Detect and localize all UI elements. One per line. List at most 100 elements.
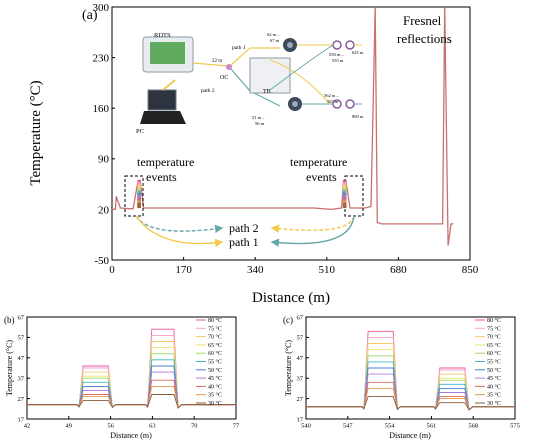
panel-c-xtick-label: 575: [510, 423, 520, 430]
dist-22: 22 m: [212, 59, 222, 64]
panel-c-ytick-label: 27: [297, 396, 304, 403]
panel-c-legend-label: 30 °C: [487, 400, 501, 407]
panel-a-xtick-label: 340: [247, 264, 264, 276]
pc-cable: [162, 79, 176, 91]
panel-b-ytick-label: 17: [18, 416, 25, 423]
panel-b-frame: [26, 316, 237, 420]
path1-inset-label: path 1: [232, 45, 246, 51]
pc-keyboard: [140, 111, 186, 124]
arrow-path1-right: [270, 215, 355, 247]
temp-events-right-line1: temperature: [290, 155, 347, 169]
fiber-cross-1: [269, 59, 331, 105]
panel-c-series-line: [306, 330, 515, 411]
arrow-path1-left: [135, 215, 224, 248]
panel-b-y-axis-label: Temperature (°C): [5, 340, 14, 397]
panel-b-series-line: [27, 379, 236, 409]
dist-562: 562 m –: [324, 93, 340, 98]
rdts-label: RDTS: [154, 32, 171, 39]
panel-c-ytick-label: 37: [297, 375, 304, 382]
panel-a-x-axis-label: Distance (m): [252, 290, 330, 306]
panel-c-series-line: [306, 396, 515, 411]
rdts-board: [150, 42, 185, 64]
panel-b-ytick-label: 27: [18, 396, 25, 403]
panel-b-series-line: [27, 341, 236, 409]
fiber-coil-3: [345, 40, 355, 50]
panel-c-legend: 80 °C75 °C 70 °C65 °C60 °C 55 °C50 °C45 °C…: [475, 317, 501, 407]
panel-b-legend-label: 30 °C: [208, 400, 222, 407]
fiber-spool-2-core: [292, 101, 298, 107]
tb-label: TB: [263, 89, 271, 95]
panel-b-ytick-label: 37: [18, 375, 25, 382]
panel-c-legend-label: 80 °C: [487, 317, 501, 324]
panel-b-ytick-label: 67: [18, 314, 25, 321]
panel-c-label: (c): [283, 315, 293, 325]
panel-c-series-line: [306, 355, 515, 411]
panel-b-xtick-label: 63: [149, 423, 156, 430]
fresnel-line2: reflections: [397, 31, 452, 46]
event-box-left: [124, 175, 144, 217]
panel-c-legend-label: 60 °C: [487, 350, 501, 357]
panel-b-xtick-label: 49: [66, 423, 73, 430]
dist-625: 625 m: [352, 50, 364, 55]
dist-567: 567 m: [327, 99, 339, 104]
panel-c-ytick-label: 57: [297, 335, 304, 342]
panel-c-legend-label: 35 °C: [487, 392, 501, 399]
panel-b-legend-label: 45 °C: [208, 375, 222, 382]
coupler: [226, 64, 232, 70]
dist-67: 67 m: [270, 38, 280, 43]
panel-c-legend-label: 50 °C: [487, 367, 501, 374]
panel-c-xtick-label: 554: [385, 423, 396, 430]
panel-c-xtick-label: 568: [468, 423, 478, 430]
dist-56: 56 m: [255, 121, 265, 126]
fiber-path1: [230, 47, 280, 66]
dist-800: 800 m: [352, 114, 364, 119]
panel-c-series-line: [306, 367, 515, 411]
panel-a-ytick-label: 90: [98, 154, 110, 166]
panel-b-legend-label: 65 °C: [208, 342, 222, 349]
panel-a-label: (a): [82, 8, 98, 23]
fiber-cross-2: [269, 44, 334, 91]
temp-events-left-line1: temperature: [137, 155, 194, 169]
temperature-bath: [249, 57, 291, 94]
panel-b-xtick-label: 56: [107, 423, 114, 430]
panel-a-xtick-label: 510: [319, 264, 336, 276]
fiber-coil-4: [345, 99, 355, 109]
panel-b-legend-label: 80 °C: [208, 317, 222, 324]
panel-a-xtick-label: 680: [390, 264, 407, 276]
event-bars: [137, 179, 347, 208]
panel-b-xtick-label: 70: [191, 423, 198, 430]
panel-c: (c) 540 547 554 561 568 575 17 27 37 47 57 67 80 °C…: [283, 314, 520, 440]
panel-b-legend-label: 70 °C: [208, 334, 222, 341]
panel-c-ytick-label: 17: [297, 416, 304, 423]
fiber-coil-1: [332, 40, 342, 50]
dist-555: 555 m: [332, 58, 344, 63]
panel-a-ytick-label: 230: [93, 52, 110, 64]
panel-b-series-line: [27, 328, 236, 409]
panel-c-series-line: [306, 373, 515, 411]
dist-550: 550 m –: [329, 52, 345, 57]
panel-a-ytick-label: -50: [94, 255, 109, 267]
temp-events-right-line2: events: [306, 170, 337, 184]
panel-b: (b) 42 49 56 63 70 77 17 27 37 47 57 67 80 °C75 °C 7…: [4, 314, 240, 440]
panel-c-legend-label: 45 °C: [487, 375, 501, 382]
pc-label: PC: [136, 128, 144, 135]
panel-b-legend-label: 35 °C: [208, 392, 222, 399]
panel-b-legend-label: 40 °C: [208, 383, 222, 390]
panel-c-legend-label: 55 °C: [487, 359, 501, 366]
panel-c-xtick-label: 561: [427, 423, 437, 430]
panel-a-y-ticks: 0 170 340 510 680 850 -50 20 90 160 230 300: [93, 2, 479, 276]
panel-c-xtick-label: 547: [343, 423, 354, 430]
panel-c-series-line: [306, 336, 515, 411]
panel-a-xtick-label: 0: [109, 264, 115, 276]
panel-b-ytick-label: 47: [18, 355, 25, 362]
arrow-path2-left: [135, 215, 224, 234]
panel-b-legend-label: 75 °C: [208, 325, 222, 332]
oc-label: OC: [220, 75, 228, 81]
panel-b-series-line: [27, 359, 236, 409]
panel-c-x-axis-label: Distance (m): [389, 431, 431, 440]
panel-b-xtick-label: 77: [233, 423, 240, 430]
panel-a-xtick-label: 850: [462, 264, 479, 276]
panel-b-xtick-label: 42: [24, 423, 31, 430]
pc-screen: [147, 89, 177, 111]
panel-b-legend-label: 60 °C: [208, 350, 222, 357]
